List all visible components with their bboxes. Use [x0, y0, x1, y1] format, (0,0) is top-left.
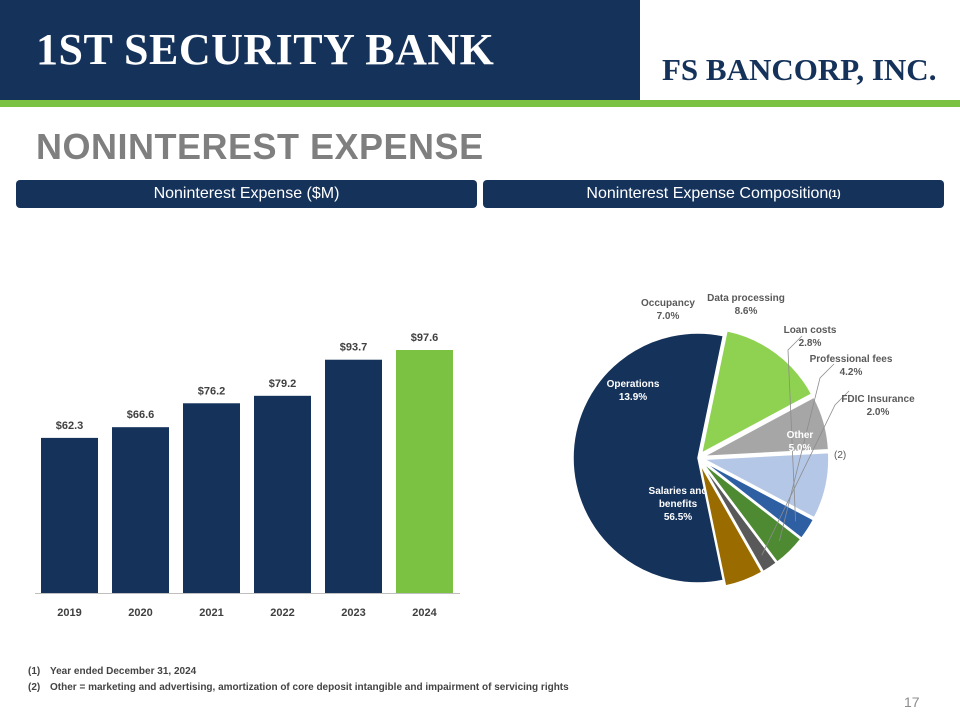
x-tick-label-2023: 2023 — [341, 607, 365, 619]
footnote-2: (2) Other = marketing and advertising, am… — [28, 680, 569, 696]
page-title: NONINTEREST EXPENSE — [36, 126, 484, 167]
section-header-composition: Noninterest Expense Composition (1) — [483, 180, 944, 208]
section-header-expense-label: Noninterest Expense ($M) — [153, 185, 340, 202]
leader-line-loan-costs — [787, 335, 803, 522]
pie-label-salaries-and-benefits: Salaries and benefits 56.5% — [649, 486, 708, 523]
footnote-2-number: (2) — [28, 682, 41, 693]
footnote-1-number: (1) — [28, 666, 41, 677]
bar-value-label-2019: $62.3 — [56, 420, 84, 432]
pie-label-other: Other 5.0% — [787, 430, 814, 454]
pie-slice-operations — [700, 329, 813, 455]
bar-2021 — [183, 403, 240, 593]
pie-slice-loan-costs — [702, 460, 815, 540]
footnote-1: (1) Year ended December 31, 2024 — [28, 664, 569, 680]
pie-slice-other — [699, 463, 764, 587]
expense-bar-chart: $62.3 2019 $66.6 2020 $76.2 2021 $79.2 2022 $93.… — [35, 332, 460, 619]
bar-value-label-2021: $76.2 — [198, 385, 226, 397]
x-tick-label-2020: 2020 — [128, 607, 152, 619]
leader-line-professional-fees — [779, 363, 835, 542]
pie-slice-professional-fees — [701, 461, 802, 564]
bar-2022 — [254, 395, 311, 593]
bar-value-label-2023: $93.7 — [340, 342, 368, 354]
x-tick-label-2021: 2021 — [199, 607, 223, 619]
bar-value-label-2022: $79.2 — [269, 378, 297, 390]
first-security-bank-logo: 1ST SECURITY BANK — [36, 25, 495, 74]
bar-value-label-2024: $97.6 — [411, 332, 439, 344]
fs-bancorp-logo: FS BANCORP, INC. — [662, 52, 937, 87]
header-left-band — [0, 0, 640, 100]
pie-label-data-processing: Data processing 8.6% — [707, 293, 785, 317]
pie-label-professional-fees: Professional fees 4.2% — [810, 354, 893, 378]
pie-slice-salaries-and-benefits — [572, 332, 725, 584]
pie-label-fdic-insurance: FDIC Insurance 2.0% — [841, 394, 915, 418]
bar-2023 — [325, 359, 382, 593]
footnotes: (1) Year ended December 31, 2024 (2) Other… — [28, 664, 569, 696]
header-right-band — [640, 0, 960, 100]
x-tick-label-2024: 2024 — [412, 607, 437, 619]
pie-slice-fdic-insurance — [700, 462, 778, 573]
header-divider — [0, 100, 960, 107]
pie-label-operations: Operations 13.9% — [607, 379, 660, 403]
pie-label-loan-costs: Loan costs 2.8% — [784, 325, 837, 349]
footnote-1-text: Year ended December 31, 2024 — [50, 666, 197, 677]
bar-2024 — [396, 350, 453, 593]
footnote-2-text: Other = marketing and advertising, amort… — [50, 682, 569, 693]
x-tick-label-2022: 2022 — [270, 607, 294, 619]
bar-value-label-2020: $66.6 — [127, 409, 155, 421]
section-header-expense: Noninterest Expense ($M) — [16, 180, 477, 208]
pie-slice-occupancy — [703, 396, 830, 458]
x-tick-label-2019: 2019 — [57, 607, 81, 619]
bar-2019 — [41, 437, 98, 593]
leader-line-fdic-insurance — [761, 390, 850, 556]
page-number: 17 — [904, 694, 920, 710]
footnote-ref-1: (1) — [828, 188, 841, 200]
section-header-composition-label: Noninterest Expense Composition — [586, 185, 829, 202]
other-footnote-ref: (2) — [834, 450, 846, 461]
composition-pie-chart: Salaries and benefits 56.5% Operations 13.9%… — [572, 293, 915, 587]
pie-label-occupancy: Occupancy 7.0% — [641, 298, 695, 322]
bar-2020 — [112, 427, 169, 593]
